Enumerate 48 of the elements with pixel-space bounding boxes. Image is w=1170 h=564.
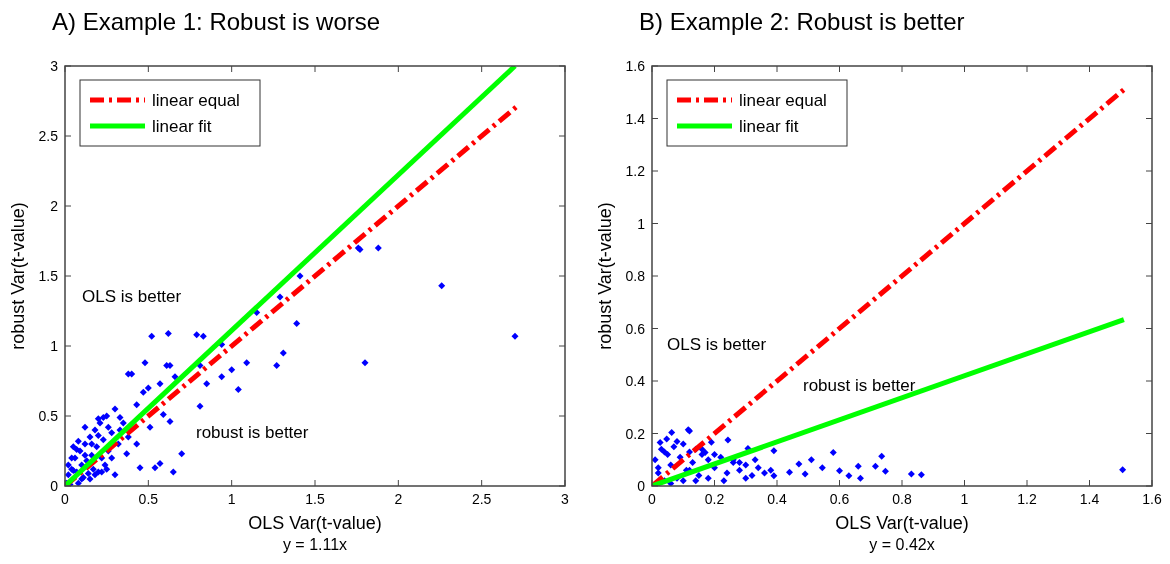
x-tick-label: 1	[960, 491, 969, 507]
x-tick-label: 0	[61, 491, 70, 507]
x-tick-label: 0	[648, 491, 657, 507]
chart-title: B) Example 2: Robust is better	[639, 8, 965, 35]
y-tick-label: 1.4	[625, 110, 646, 127]
y-tick-label: 0.6	[625, 320, 646, 337]
legend-label: linear fit	[739, 117, 799, 136]
y-tick-label: 1	[637, 215, 646, 232]
x-tick-label: 3	[561, 491, 570, 507]
text: y = 1.11x	[282, 536, 348, 553]
annotation: robust is better	[196, 423, 309, 442]
y-tick-label: 0.2	[625, 425, 646, 442]
y-tick-label: 0.4	[625, 373, 646, 389]
x-tick-label: 1.2	[1017, 491, 1037, 507]
y-tick-label: 0.8	[625, 268, 646, 284]
x-tick-label: 0.2	[704, 491, 725, 507]
y-tick-label: 3	[50, 58, 59, 74]
x-tick-label: 0.5	[138, 491, 159, 507]
x-tick-label: 1.6	[1142, 491, 1162, 507]
y-axis-title: robust Var(t-value)	[8, 202, 28, 350]
legend-label: linear equal	[739, 91, 827, 110]
y-tick-label: 1.5	[38, 268, 59, 284]
x-tick-label: 1	[227, 491, 236, 507]
x-axis-title: OLS Var(t-value)	[248, 513, 382, 533]
y-tick-label: 0.5	[38, 408, 59, 424]
x-tick-label: 2.5	[471, 491, 492, 507]
y-tick-label: 2.5	[38, 128, 59, 144]
x-tick-label: 2	[394, 491, 403, 507]
x-tick-label: 1.5	[305, 491, 325, 507]
x-tick-label: 0.4	[767, 491, 787, 507]
annotation: OLS is better	[667, 335, 767, 354]
annotation: robust is better	[803, 376, 916, 395]
x-axis-title: OLS Var(t-value)	[835, 513, 969, 533]
y-tick-label: 0	[50, 478, 59, 494]
y-tick-label: 2	[50, 198, 59, 214]
legend-label: linear equal	[152, 91, 240, 110]
y-tick-label: 1	[50, 338, 59, 354]
y-tick-label: 0	[637, 478, 646, 494]
annotation: OLS is better	[82, 287, 182, 306]
y-axis-title: robust Var(t-value)	[595, 202, 615, 350]
x-tick-label: 0.8	[892, 491, 912, 507]
chart-title: A) Example 1: Robust is worse	[52, 8, 381, 35]
legend-label: linear fit	[152, 117, 212, 136]
x-tick-label: 0.6	[829, 491, 850, 507]
x-tick-label: 1.4	[1079, 491, 1100, 507]
text: y = 0.42x	[869, 536, 935, 553]
y-tick-label: 1.6	[625, 58, 646, 74]
y-tick-label: 1.2	[625, 163, 646, 179]
